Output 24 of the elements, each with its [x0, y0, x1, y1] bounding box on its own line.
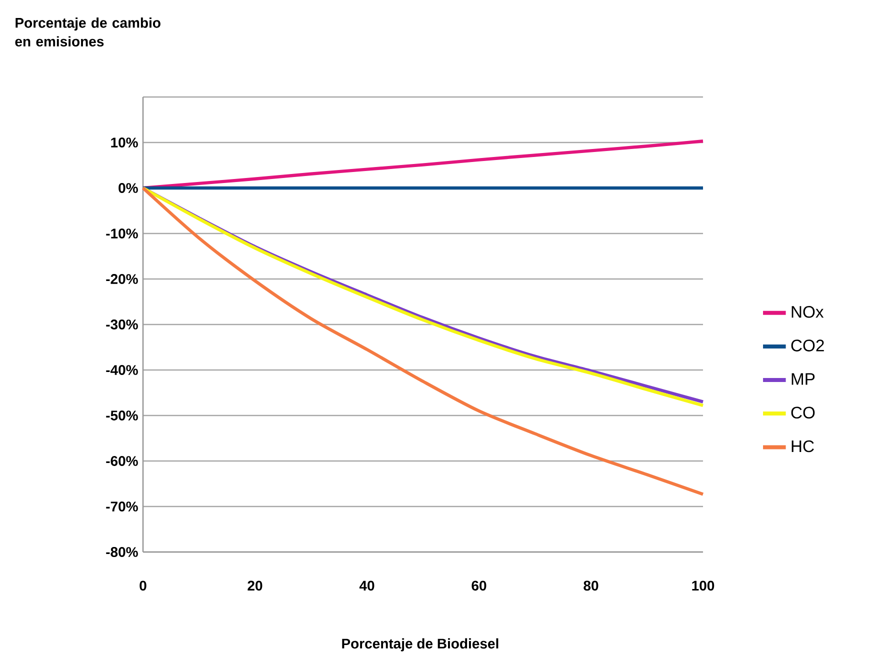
- y-tick-label: -50%: [106, 410, 138, 421]
- x-tick-label: 60: [472, 580, 486, 591]
- x-axis-title: Porcentaje de Biodiesel: [342, 638, 498, 652]
- legend-label: NOx: [792, 306, 824, 318]
- x-tick-label: 40: [359, 580, 374, 591]
- x-tick-label: 0: [140, 580, 146, 591]
- y-tick-label: -30%: [106, 320, 138, 330]
- y-tick-label: -20%: [106, 274, 138, 284]
- y-tick-label: -60%: [106, 456, 138, 466]
- legend-label: HC: [792, 440, 814, 452]
- y-tick-label: -70%: [106, 502, 138, 512]
- legend-label: MP: [792, 373, 815, 385]
- y-axis-title: Porcentaje de cambio en emisiones: [15, 18, 160, 47]
- x-tick-label: 80: [584, 580, 598, 591]
- y-tick-label: -10%: [106, 228, 138, 239]
- y-tick-label: -80%: [106, 547, 138, 558]
- y-tick-label: 0%: [118, 183, 138, 194]
- legend-label: CO2: [791, 340, 824, 352]
- line-series: [141, 186, 705, 496]
- x-tick-label: 20: [248, 580, 262, 591]
- x-tick-label: 100: [692, 580, 714, 591]
- y-tick-label: -40%: [106, 365, 138, 376]
- legend-label: CO: [791, 406, 815, 419]
- y-tick-label: 10%: [111, 138, 138, 148]
